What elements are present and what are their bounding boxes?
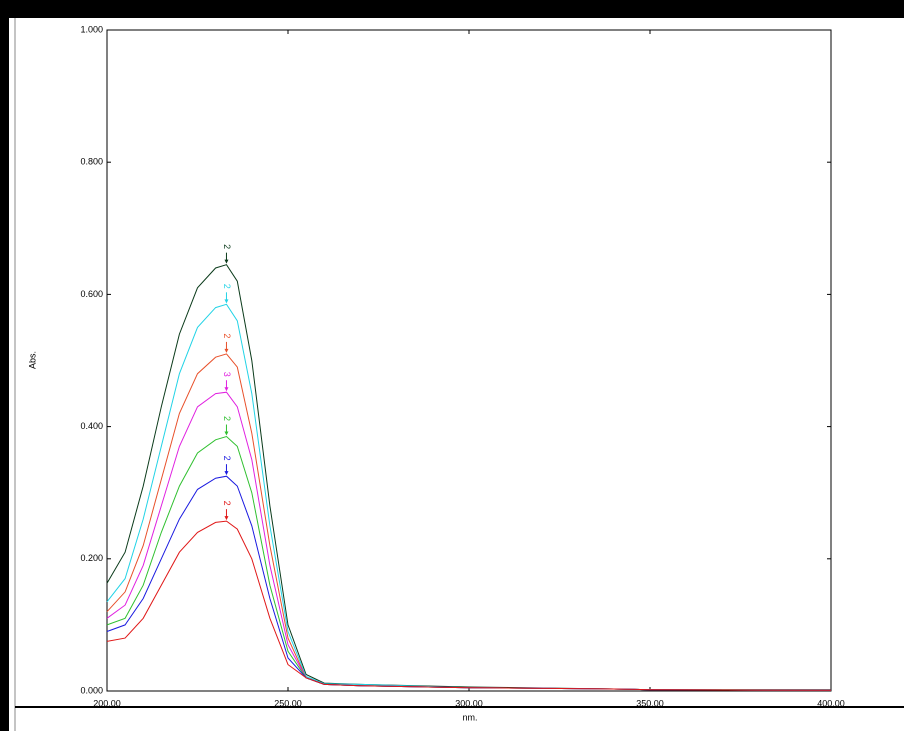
spectrum-line — [107, 392, 831, 690]
chart: nm. Abs. 0.000 0.200 0.400 0.600 0.800 1.000 2… — [0, 0, 904, 731]
x-tick-label: 300.00 — [455, 698, 483, 708]
x-tick-label: 400.00 — [817, 698, 845, 708]
x-axis-label: nm. — [462, 712, 477, 722]
peak-label: 2 — [222, 456, 232, 461]
peak-label: 2 — [222, 333, 232, 338]
peak-label: 2 — [222, 284, 232, 289]
window-frame-left — [0, 0, 9, 731]
peak-arrowhead — [224, 471, 228, 475]
y-axis-label: Abs. — [27, 351, 37, 369]
spectrum-line — [107, 265, 831, 690]
peak-arrowhead — [224, 387, 228, 391]
plot-frame — [107, 30, 831, 691]
spectrum-line — [107, 304, 831, 690]
page: {"chart_data": {"type": "line", "x_label… — [0, 0, 904, 736]
y-tick-label: 0.800 — [80, 157, 103, 167]
x-tick-label: 200.00 — [93, 698, 121, 708]
peak-arrowhead — [224, 432, 228, 436]
peak-label: 3 — [222, 372, 232, 377]
y-tick-label: 0.000 — [80, 685, 103, 695]
peak-arrowhead — [224, 260, 228, 264]
peak-label: 2 — [222, 416, 232, 421]
y-tick-label: 1.000 — [80, 24, 103, 34]
x-tick-label: 350.00 — [636, 698, 664, 708]
spectrum-line — [107, 476, 831, 690]
peak-arrowhead — [224, 299, 228, 303]
x-tick-label: 250.00 — [274, 698, 302, 708]
peak-label: 2 — [222, 244, 232, 249]
window-frame-top — [0, 0, 904, 18]
y-tick-label: 0.400 — [80, 421, 103, 431]
y-tick-label: 0.200 — [80, 553, 103, 563]
peak-arrowhead — [224, 349, 228, 353]
spectrum-line — [107, 521, 831, 690]
spectrum-line — [107, 437, 831, 691]
peak-label: 2 — [222, 501, 232, 506]
y-tick-label: 0.600 — [80, 289, 103, 299]
peak-arrowhead — [224, 516, 228, 520]
